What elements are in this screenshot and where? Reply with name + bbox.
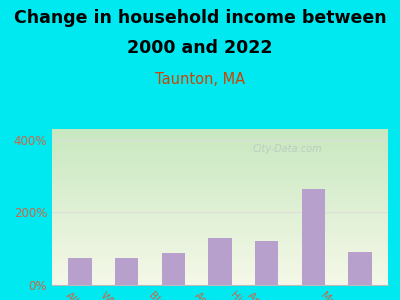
Bar (115, 258, 138, 285)
Text: City-Data.com: City-Data.com (252, 144, 322, 154)
Bar (162, 253, 185, 285)
Text: 2000 and 2022: 2000 and 2022 (127, 39, 273, 57)
Bar (348, 252, 372, 285)
Bar (208, 238, 232, 285)
Bar (302, 189, 325, 285)
Bar (255, 242, 278, 285)
Text: Change in household income between: Change in household income between (14, 9, 386, 27)
Text: Taunton, MA: Taunton, MA (155, 72, 245, 87)
Bar (68, 258, 92, 285)
